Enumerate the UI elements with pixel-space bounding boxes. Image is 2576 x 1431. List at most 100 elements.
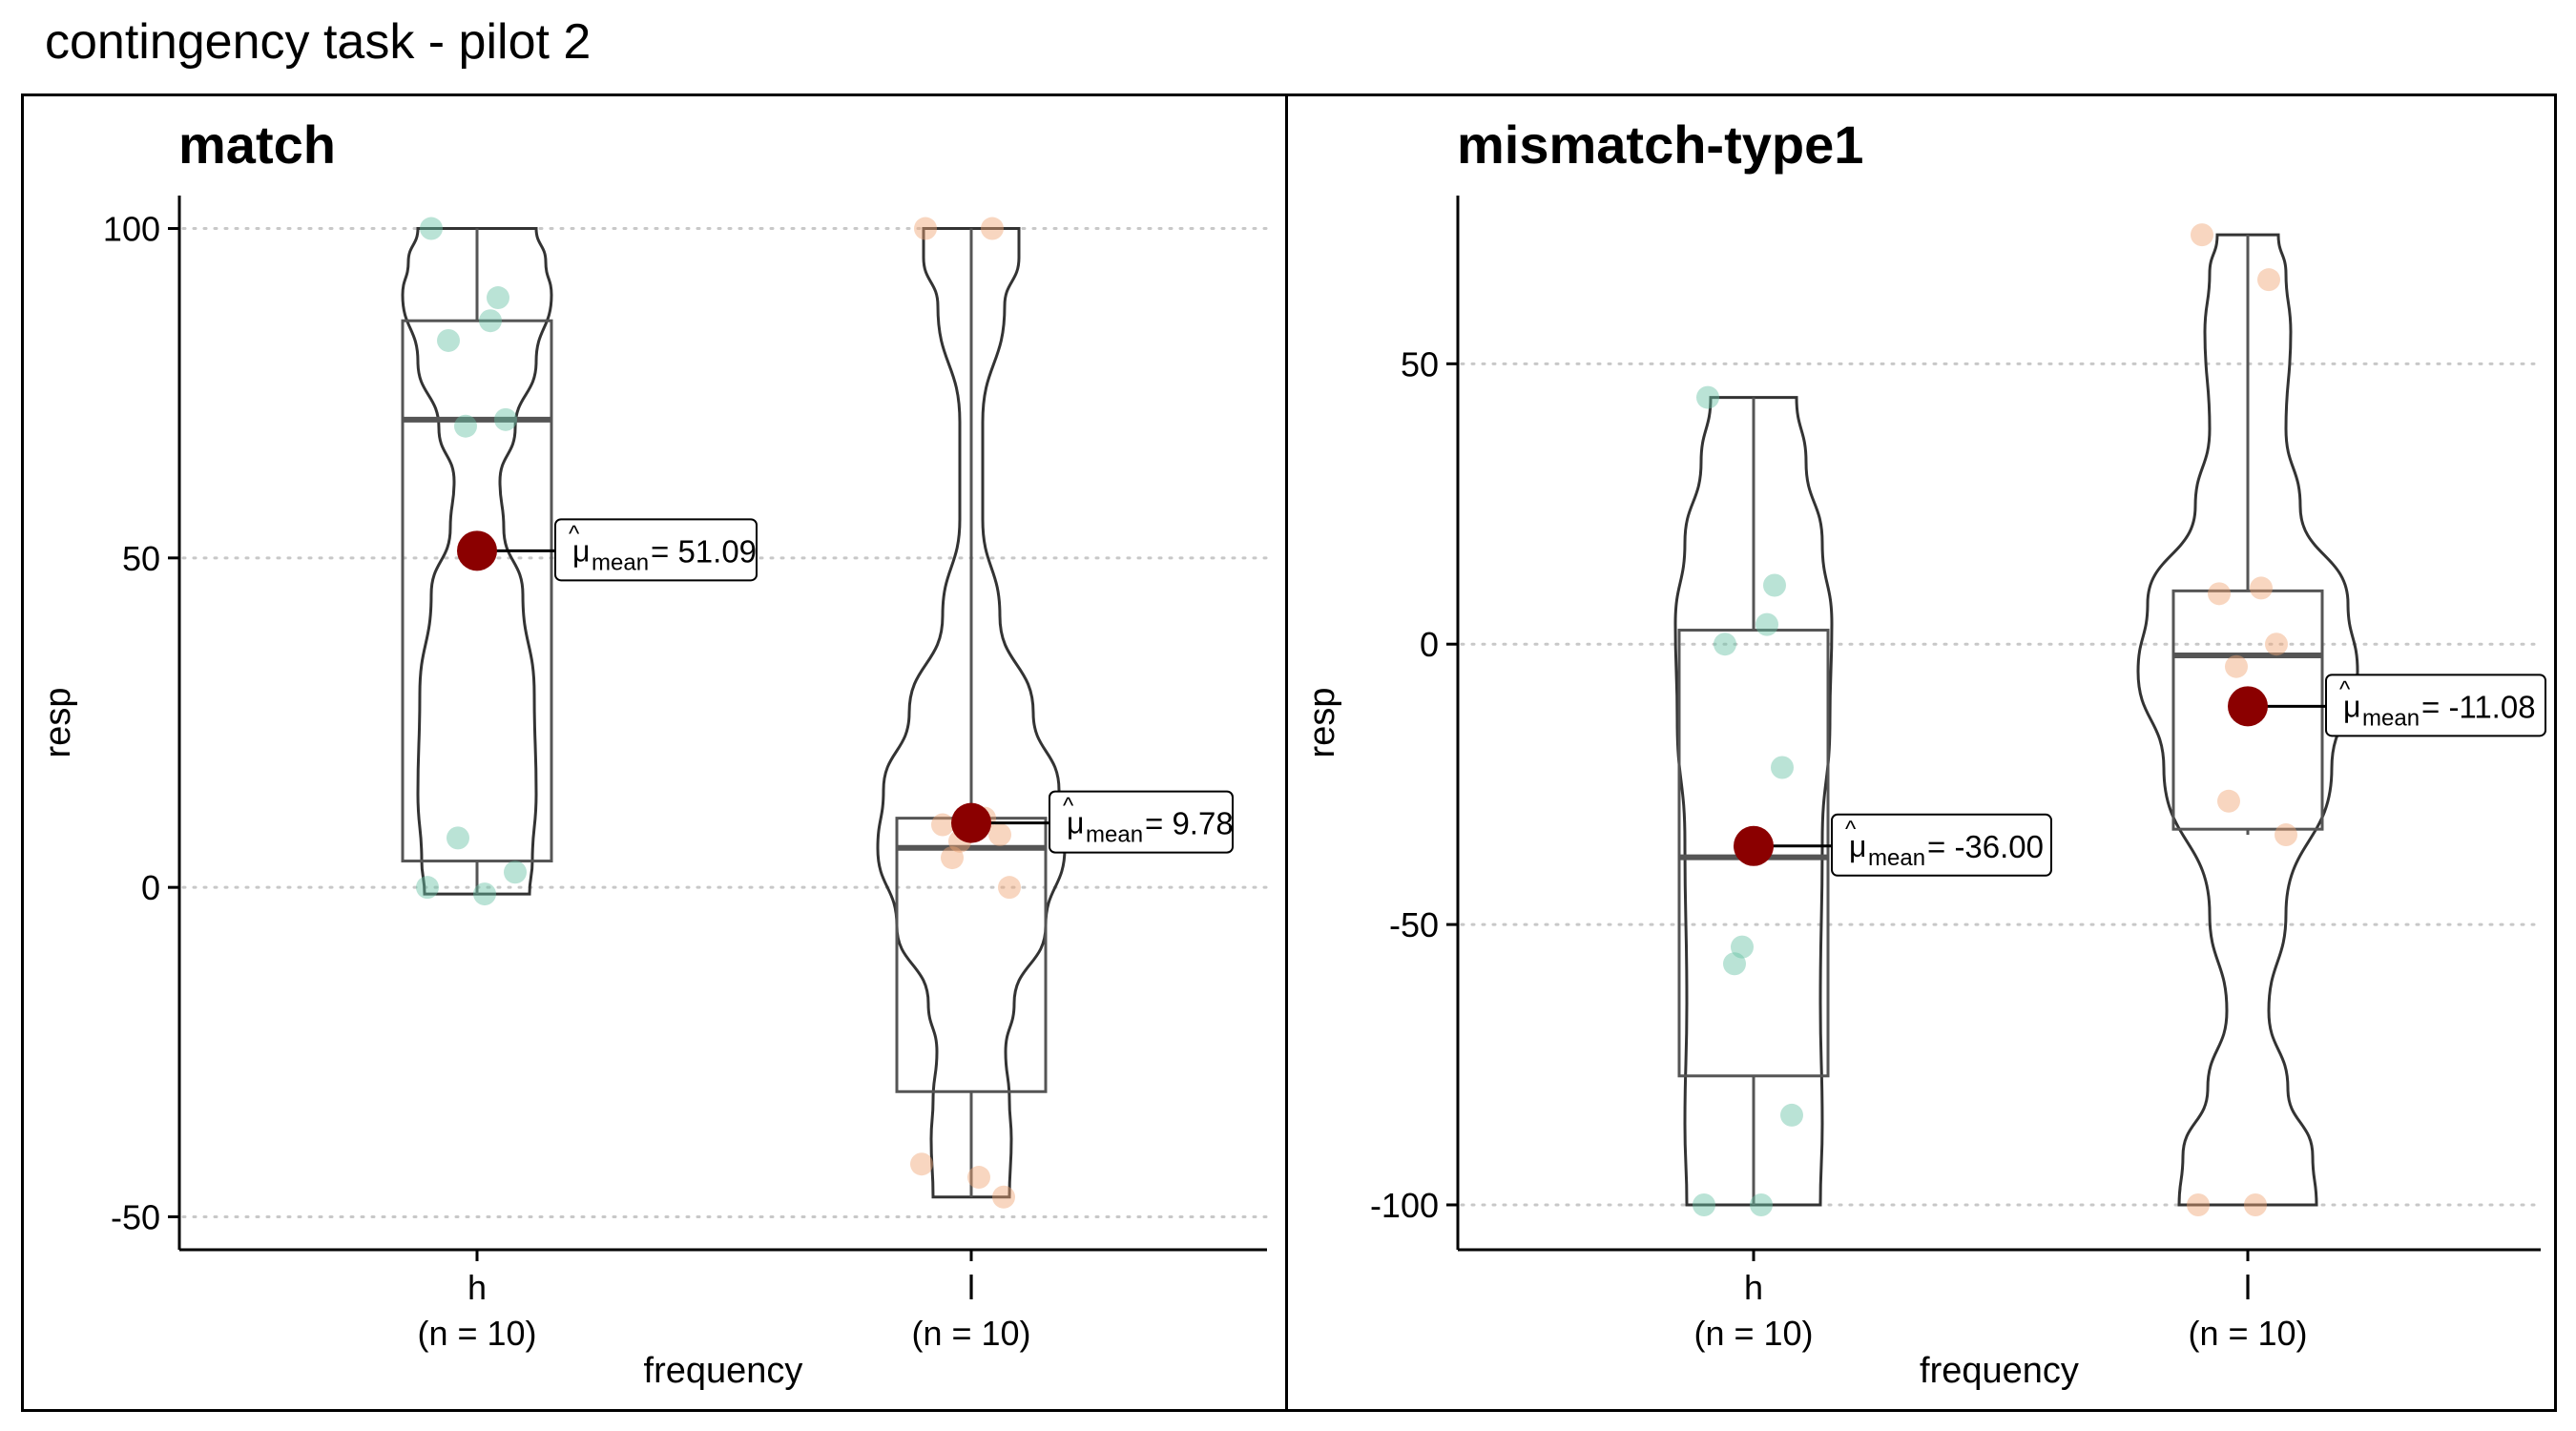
data-point (437, 328, 460, 352)
y-tick-label: -50 (111, 1197, 160, 1236)
box-l (2171, 589, 2324, 831)
data-point (1755, 612, 1778, 636)
y-axis-label: resp (1302, 688, 1342, 758)
data-point (992, 1185, 1015, 1209)
data-point (1693, 1192, 1715, 1216)
data-point (416, 876, 439, 900)
data-point (2275, 823, 2297, 847)
data-point (981, 217, 1004, 240)
data-point (1696, 385, 1719, 409)
data-point (1723, 952, 1746, 976)
data-point (988, 822, 1011, 846)
mean-label-box (1831, 813, 2052, 877)
data-point (1780, 1103, 1803, 1127)
violin-plot-mismatch-type1: mismatch-type1 -100 -50 0 50 resp frequency h (n… (1302, 114, 2546, 1391)
data-point (473, 882, 496, 906)
mean-subscript: mean (1868, 845, 1925, 871)
y-tick-label: 100 (103, 210, 160, 249)
violin-h (1673, 396, 1834, 1207)
figure-title: contingency task - pilot 2 (45, 14, 592, 70)
x-tick-label: l (967, 1268, 975, 1307)
mean-point (457, 530, 497, 571)
x-tick-label: h (1744, 1268, 1763, 1307)
data-point (1750, 1192, 1773, 1216)
data-point (2187, 1192, 2210, 1216)
violin-l (876, 227, 1067, 1199)
data-point (1731, 935, 1754, 959)
mean-hat: ^ (2339, 676, 2351, 702)
mean-point (1734, 825, 1774, 866)
x-axis-label: frequency (644, 1351, 803, 1391)
mean-label-box (2325, 674, 2546, 737)
mean-value: = 51.09 (651, 533, 757, 569)
y-tick-label: 50 (1401, 344, 1439, 384)
mean-label-box (1049, 790, 1234, 854)
mean-label-box (554, 518, 758, 582)
mean-value: = 9.78 (1145, 806, 1234, 841)
data-point (998, 876, 1021, 900)
data-point (2225, 654, 2248, 678)
panel-title: mismatch-type1 (1457, 114, 1863, 175)
data-point (2265, 633, 2288, 656)
box-l (895, 817, 1048, 1093)
mean-symbol: μ (1849, 829, 1866, 863)
mean-value: = -11.08 (2421, 689, 2536, 724)
y-axis-label: resp (38, 688, 78, 758)
mean-hat: ^ (569, 521, 580, 547)
mean-subscript: mean (592, 550, 649, 575)
data-point (914, 217, 937, 240)
data-point (2191, 223, 2213, 247)
data-point (967, 1166, 990, 1190)
mean-value: = -36.00 (1927, 829, 2044, 864)
box-h (1677, 629, 1830, 1078)
data-point (420, 217, 443, 240)
mean-hat: ^ (1845, 817, 1857, 842)
data-point (494, 407, 517, 431)
data-point (910, 1152, 933, 1176)
y-tick-label: -100 (1370, 1186, 1439, 1225)
data-point (1714, 633, 1736, 656)
data-point (2217, 789, 2240, 813)
data-point (487, 286, 509, 310)
data-point (2257, 268, 2280, 292)
x-tick-n-label: (n = 10) (417, 1314, 536, 1353)
panel-mismatch-type1: mismatch-type1 -100 -50 0 50 resp frequency h (n… (1285, 93, 2557, 1412)
mean-label: μ^ mean = 51.09 (554, 518, 758, 582)
data-point (941, 846, 964, 870)
panel-title: match (178, 114, 336, 175)
mean-label: μ^ mean = -36.00 (1831, 813, 2052, 877)
data-point (454, 414, 477, 438)
data-point (2208, 582, 2231, 606)
violin-h (401, 227, 553, 896)
box-h (401, 319, 553, 863)
mean-hat: ^ (1063, 794, 1074, 819)
mean-symbol: μ (1067, 806, 1084, 840)
data-point (1771, 756, 1794, 779)
mean-symbol: μ (2343, 689, 2360, 723)
data-point (1763, 573, 1786, 597)
x-tick-n-label: (n = 10) (911, 1314, 1030, 1353)
mean-subscript: mean (1086, 822, 1143, 848)
mean-label: μ^ mean = -11.08 (2325, 674, 2546, 737)
mean-label: μ^ mean = 9.78 (1049, 790, 1234, 854)
mean-point (2228, 686, 2268, 727)
violin-l (2136, 233, 2359, 1207)
y-tick-label: 0 (1420, 625, 1439, 664)
data-point (931, 813, 954, 837)
data-point (504, 861, 527, 884)
panel-match: match -50 0 50 100 resp frequency h (n = 10) μ ^ me… (21, 93, 1288, 1412)
mean-subscript: mean (2362, 705, 2420, 731)
x-axis-label: frequency (1920, 1351, 2079, 1391)
data-point (2244, 1192, 2267, 1216)
x-tick-n-label: (n = 10) (1693, 1314, 1813, 1353)
x-tick-n-label: (n = 10) (2188, 1314, 2307, 1353)
y-tick-label: 50 (122, 539, 160, 578)
mean-point (951, 802, 991, 843)
y-tick-label: 0 (141, 868, 160, 907)
x-tick-label: l (2244, 1268, 2252, 1307)
data-point (2250, 576, 2273, 600)
y-tick-label: -50 (1389, 905, 1439, 944)
data-point (447, 826, 469, 850)
data-point (479, 309, 502, 333)
